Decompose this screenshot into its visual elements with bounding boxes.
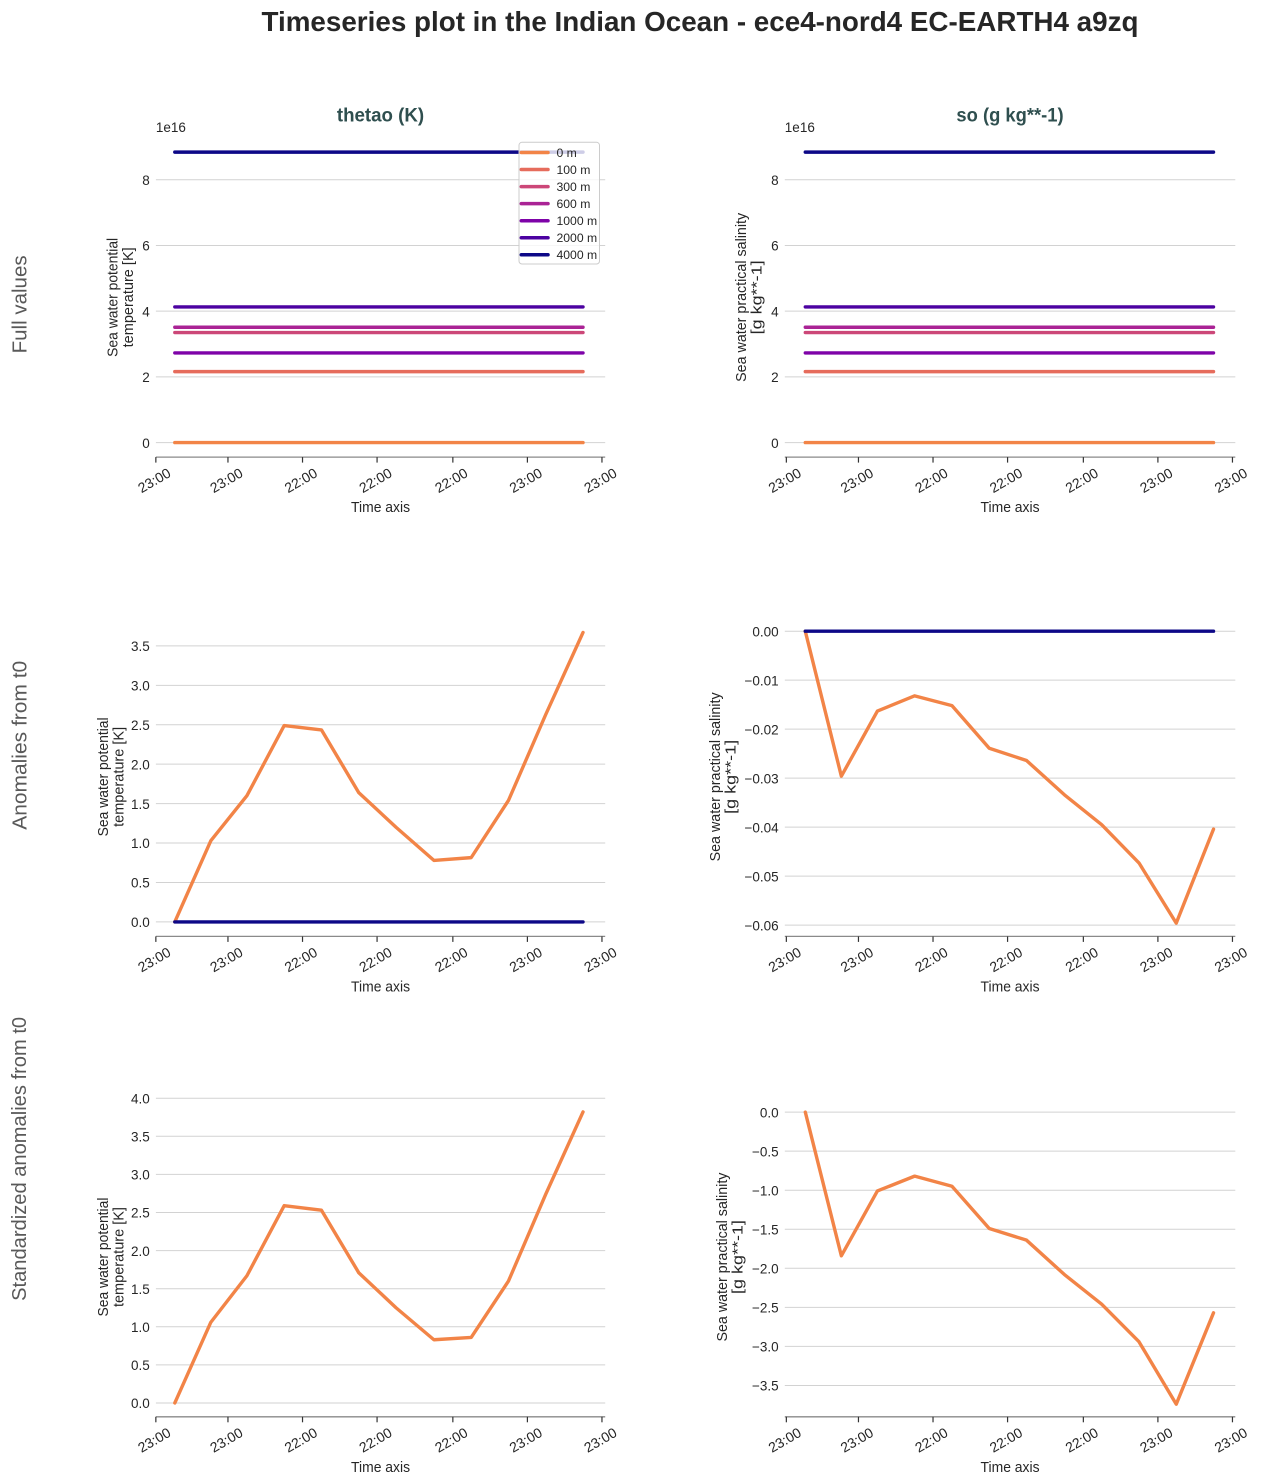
svg-text:2000 m: 2000 m <box>557 231 598 245</box>
svg-text:2: 2 <box>142 370 150 385</box>
svg-text:0: 0 <box>771 436 779 451</box>
svg-text:4.0: 4.0 <box>131 1091 150 1106</box>
svg-text:Time axis: Time axis <box>351 1459 410 1473</box>
svg-text:1e16: 1e16 <box>785 120 815 135</box>
svg-text:3.5: 3.5 <box>131 1130 150 1145</box>
svg-text:2.0: 2.0 <box>131 757 150 772</box>
svg-text:−2.0: −2.0 <box>752 1262 779 1277</box>
svg-text:temperature [K]: temperature [K] <box>112 1207 128 1307</box>
svg-text:[g kg**-1]: [g kg**-1] <box>723 740 739 814</box>
svg-text:0.5: 0.5 <box>131 876 150 891</box>
svg-text:1.5: 1.5 <box>131 1282 150 1297</box>
svg-text:1e16: 1e16 <box>156 120 186 135</box>
svg-text:Time axis: Time axis <box>981 978 1040 995</box>
svg-text:−0.5: −0.5 <box>752 1144 779 1159</box>
svg-text:−2.5: −2.5 <box>752 1301 779 1316</box>
svg-text:2: 2 <box>771 370 779 385</box>
svg-text:Time axis: Time axis <box>351 499 410 516</box>
svg-text:Sea water potential: Sea water potential <box>96 717 112 836</box>
svg-text:100 m: 100 m <box>557 163 591 177</box>
svg-text:−1.5: −1.5 <box>752 1222 779 1237</box>
svg-text:Full values: Full values <box>10 255 32 353</box>
svg-text:Time axis: Time axis <box>351 978 410 995</box>
svg-text:2.0: 2.0 <box>131 1244 150 1259</box>
svg-text:[g kg**-1]: [g kg**-1] <box>731 1220 747 1294</box>
svg-text:4: 4 <box>142 304 150 319</box>
svg-text:so (g kg**-1): so (g kg**-1) <box>956 105 1063 126</box>
svg-text:2.5: 2.5 <box>131 1206 150 1221</box>
svg-text:0.0: 0.0 <box>760 1105 779 1120</box>
svg-text:3.0: 3.0 <box>131 679 150 694</box>
svg-text:8: 8 <box>771 173 779 188</box>
svg-text:300 m: 300 m <box>557 180 591 194</box>
svg-text:Timeseries plot in the Indian: Timeseries plot in the Indian Ocean - ec… <box>262 6 1139 37</box>
svg-text:Time axis: Time axis <box>981 1459 1040 1473</box>
svg-text:4: 4 <box>771 304 779 319</box>
svg-text:Sea water practical salinity: Sea water practical salinity <box>715 1172 731 1342</box>
svg-text:4000 m: 4000 m <box>557 248 598 262</box>
svg-text:3.5: 3.5 <box>131 639 150 654</box>
svg-text:−0.03: −0.03 <box>745 771 779 786</box>
svg-text:−0.04: −0.04 <box>745 820 780 835</box>
svg-text:3.0: 3.0 <box>131 1168 150 1183</box>
svg-text:Standardized anomalies from t0: Standardized anomalies from t0 <box>9 1017 31 1301</box>
svg-text:6: 6 <box>142 239 150 254</box>
svg-text:0: 0 <box>142 436 150 451</box>
svg-text:Sea water potential: Sea water potential <box>96 1198 112 1317</box>
svg-text:1.5: 1.5 <box>131 797 150 812</box>
svg-text:2.5: 2.5 <box>131 718 150 733</box>
svg-text:−0.01: −0.01 <box>745 673 779 688</box>
svg-text:−3.0: −3.0 <box>752 1340 779 1355</box>
svg-text:−0.05: −0.05 <box>745 869 779 884</box>
svg-text:temperature [K]: temperature [K] <box>112 727 128 827</box>
svg-text:Time axis: Time axis <box>981 499 1040 516</box>
svg-text:600 m: 600 m <box>557 197 591 211</box>
svg-text:−0.02: −0.02 <box>745 722 779 737</box>
svg-text:0.00: 0.00 <box>752 624 778 639</box>
svg-text:1.0: 1.0 <box>131 1320 150 1335</box>
svg-text:Sea water practical salinity: Sea water practical salinity <box>708 692 724 862</box>
svg-text:1.0: 1.0 <box>131 836 150 851</box>
svg-text:−3.5: −3.5 <box>752 1379 779 1394</box>
svg-text:8: 8 <box>142 173 150 188</box>
svg-text:temperature [K]: temperature [K] <box>121 247 137 347</box>
svg-text:Sea water practical salinity: Sea water practical salinity <box>734 212 750 382</box>
svg-text:Sea water potential: Sea water potential <box>106 238 122 357</box>
svg-text:[g kg**-1]: [g kg**-1] <box>749 260 765 334</box>
svg-text:6: 6 <box>771 239 779 254</box>
svg-text:1000 m: 1000 m <box>557 214 598 228</box>
svg-text:0 m: 0 m <box>557 146 577 160</box>
svg-text:−0.06: −0.06 <box>745 918 779 933</box>
svg-text:thetao (K): thetao (K) <box>337 105 424 126</box>
svg-text:−1.0: −1.0 <box>752 1183 779 1198</box>
svg-text:0.5: 0.5 <box>131 1358 150 1373</box>
svg-text:0.0: 0.0 <box>131 1396 150 1411</box>
svg-text:Anomalies from t0: Anomalies from t0 <box>10 661 32 830</box>
svg-text:0.0: 0.0 <box>131 915 150 930</box>
